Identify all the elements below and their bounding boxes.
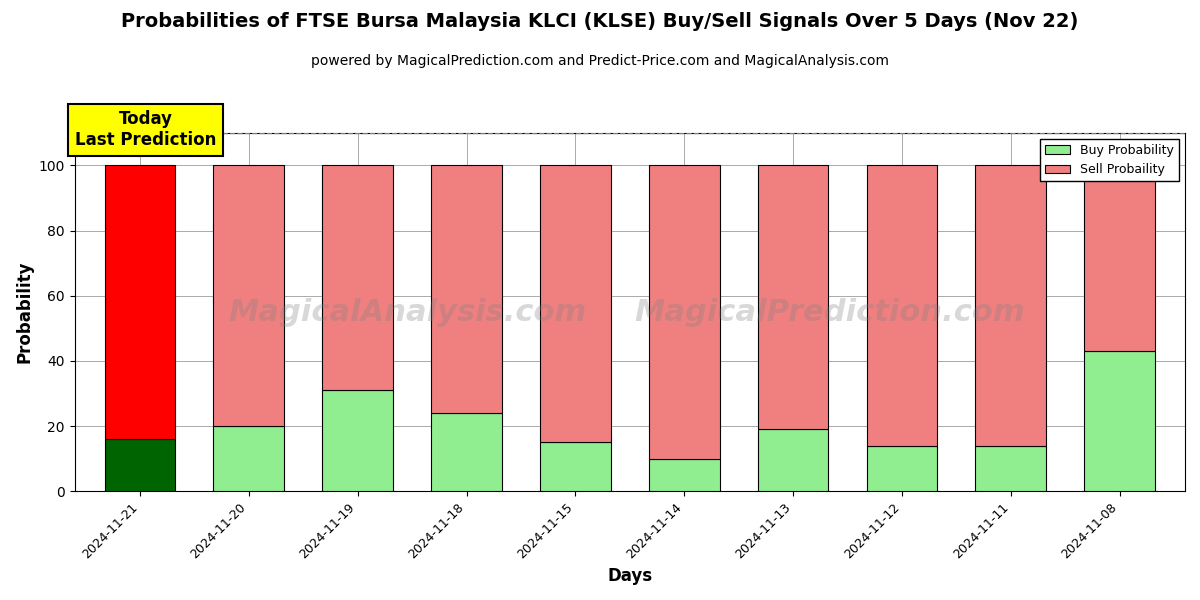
- Text: powered by MagicalPrediction.com and Predict-Price.com and MagicalAnalysis.com: powered by MagicalPrediction.com and Pre…: [311, 54, 889, 68]
- Legend: Buy Probability, Sell Probaility: Buy Probability, Sell Probaility: [1040, 139, 1178, 181]
- Text: Probabilities of FTSE Bursa Malaysia KLCI (KLSE) Buy/Sell Signals Over 5 Days (N: Probabilities of FTSE Bursa Malaysia KLC…: [121, 12, 1079, 31]
- Bar: [866, 446, 937, 491]
- Bar: [214, 426, 284, 491]
- Text: MagicalAnalysis.com: MagicalAnalysis.com: [229, 298, 587, 326]
- Bar: [649, 166, 720, 459]
- Bar: [1085, 351, 1156, 491]
- Bar: [976, 166, 1046, 446]
- Bar: [540, 166, 611, 442]
- Text: MagicalPrediction.com: MagicalPrediction.com: [635, 298, 1025, 326]
- Bar: [540, 442, 611, 491]
- Bar: [757, 430, 828, 491]
- Bar: [431, 166, 502, 413]
- Bar: [323, 391, 394, 491]
- Bar: [104, 166, 175, 439]
- Bar: [214, 166, 284, 426]
- Y-axis label: Probability: Probability: [16, 261, 34, 364]
- Bar: [431, 413, 502, 491]
- Bar: [757, 166, 828, 430]
- Bar: [976, 446, 1046, 491]
- X-axis label: Days: Days: [607, 567, 653, 585]
- Bar: [649, 459, 720, 491]
- Bar: [323, 166, 394, 391]
- Bar: [1085, 166, 1156, 351]
- Bar: [104, 439, 175, 491]
- Bar: [866, 166, 937, 446]
- Text: Today
Last Prediction: Today Last Prediction: [74, 110, 216, 149]
